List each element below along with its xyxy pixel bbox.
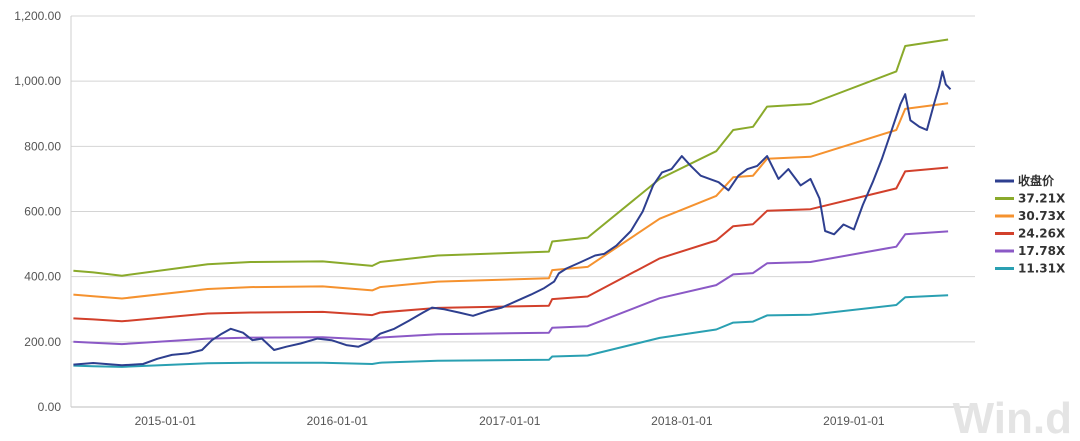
series-line — [73, 38, 949, 277]
legend-label: 30.73X — [1018, 209, 1066, 223]
y-tick-label: 800.00 — [24, 139, 61, 153]
series-line — [73, 230, 949, 346]
series-line — [73, 70, 952, 367]
legend-label: 17.78X — [1018, 244, 1066, 258]
y-tick-label: 1,200.00 — [14, 9, 61, 23]
y-axis-ticks: 0.00 200.00 400.00 600.00 800.00 1,000.00 1,20… — [14, 9, 61, 414]
x-tick-label: 2016-01-01 — [307, 414, 369, 428]
x-axis-ticks: 2015-01-01 2016-01-01 2017-01-01 2018-01-01… — [135, 414, 885, 428]
grid-lines — [71, 15, 975, 343]
legend: 收盘价 37.21X 30.73X 24.26X 17.78X 11.31X — [995, 173, 1066, 276]
x-tick-label: 2019-01-01 — [823, 414, 885, 428]
x-tick-label: 2015-01-01 — [135, 414, 197, 428]
series-lines — [73, 38, 952, 368]
legend-label: 收盘价 — [1018, 173, 1055, 188]
legend-label: 24.26X — [1018, 227, 1066, 241]
legend-label: 37.21X — [1018, 192, 1066, 206]
y-tick-label: 600.00 — [24, 205, 61, 219]
watermark: Win.d — [953, 394, 1072, 441]
x-tick-label: 2017-01-01 — [479, 414, 541, 428]
series-line — [73, 166, 949, 323]
y-tick-label: 0.00 — [38, 400, 62, 414]
y-tick-label: 400.00 — [24, 270, 61, 284]
y-tick-label: 1,000.00 — [14, 74, 61, 88]
y-tick-label: 200.00 — [24, 335, 61, 349]
x-tick-label: 2018-01-01 — [651, 414, 713, 428]
series-line — [73, 102, 949, 300]
legend-label: 11.31X — [1018, 262, 1066, 276]
series-line — [73, 294, 949, 368]
